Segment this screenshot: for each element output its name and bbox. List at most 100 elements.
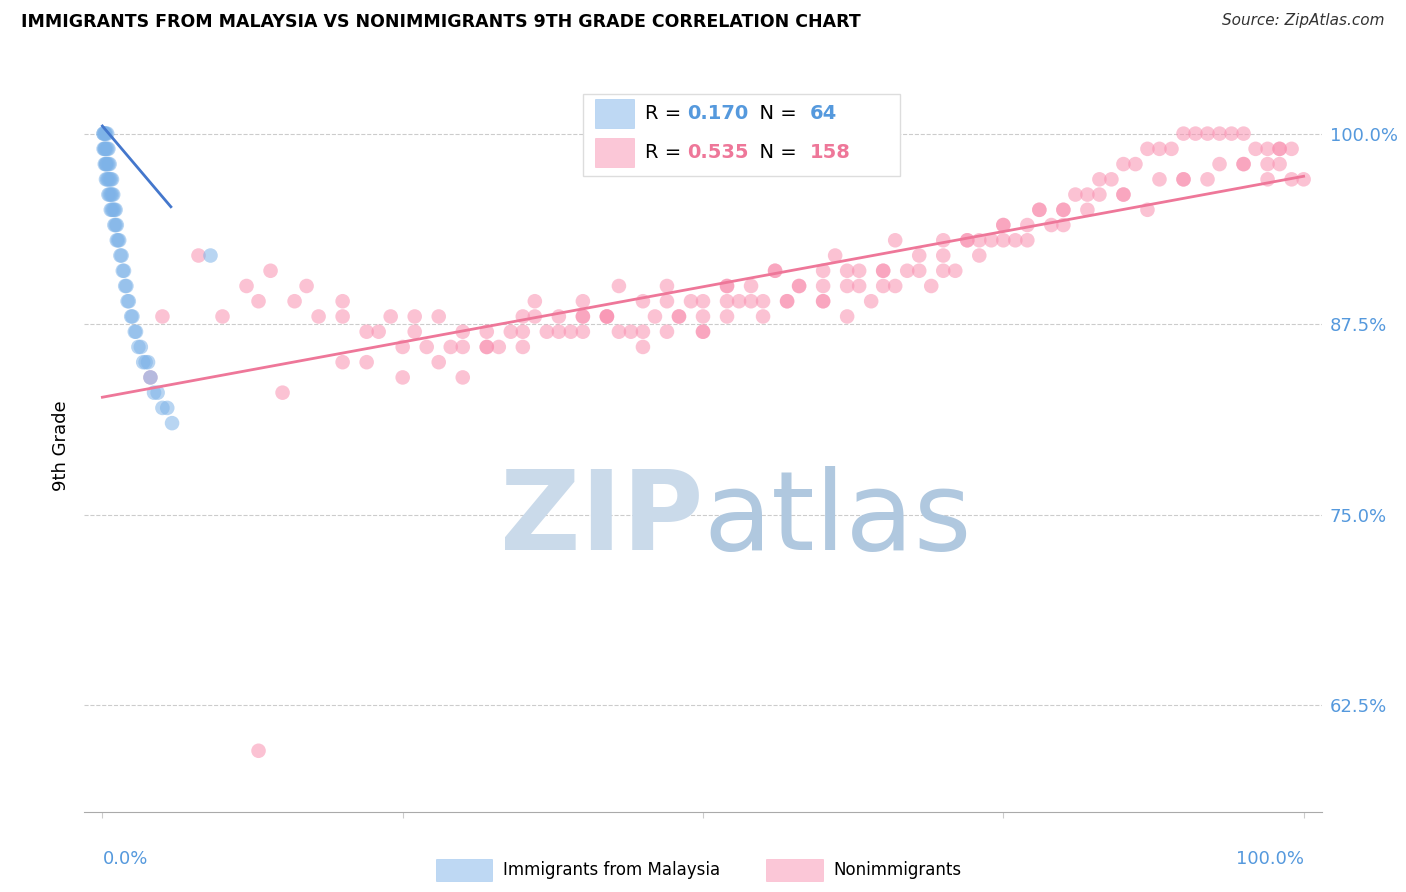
Point [332,294,354,309]
Point [96,172,118,186]
Point [572,310,595,324]
Point [101,187,124,202]
Point [211,310,233,324]
Text: N =: N = [747,143,803,162]
Point [607,279,630,293]
Point [160,416,183,430]
Point [1257,157,1279,171]
Point [104,218,127,232]
Point [129,340,152,354]
Point [596,310,619,324]
Point [1268,142,1291,156]
Point [1232,127,1254,141]
Point [139,370,162,384]
Y-axis label: 9th Grade: 9th Grade [52,401,70,491]
Point [872,264,894,278]
Point [415,340,437,354]
Point [103,202,125,217]
Point [848,279,870,293]
Point [187,248,209,262]
Point [1173,127,1195,141]
Point [1197,172,1219,186]
Point [124,325,146,339]
Point [1184,127,1206,141]
Point [1076,187,1098,202]
Point [93,127,115,141]
Point [631,340,654,354]
Point [152,310,174,324]
Point [143,385,166,400]
Point [1173,172,1195,186]
Point [752,310,775,324]
Point [692,294,714,309]
Point [1208,157,1230,171]
Point [1136,142,1159,156]
Point [295,279,318,293]
Point [884,233,907,247]
Point [752,294,775,309]
Point [94,157,117,171]
Point [763,264,786,278]
Point [94,157,117,171]
Point [247,294,270,309]
Point [1017,218,1039,232]
Point [356,355,378,369]
Point [132,355,155,369]
Point [1173,172,1195,186]
Point [96,127,118,141]
Text: Source: ZipAtlas.com: Source: ZipAtlas.com [1222,13,1385,29]
Point [1136,202,1159,217]
Text: 100.0%: 100.0% [1236,850,1303,868]
Point [120,310,142,324]
Point [1281,142,1303,156]
Text: Immigrants from Malaysia: Immigrants from Malaysia [503,861,720,879]
Point [404,310,426,324]
Point [1149,142,1171,156]
Point [1232,157,1254,171]
Point [404,325,426,339]
Point [380,310,402,324]
Point [235,279,257,293]
Text: 64: 64 [810,103,837,123]
Point [1028,202,1050,217]
Point [523,294,546,309]
Point [94,127,117,141]
Text: Nonimmigrants: Nonimmigrants [834,861,962,879]
Point [560,325,582,339]
Point [475,340,498,354]
Point [728,294,751,309]
Point [932,248,955,262]
Point [1112,157,1135,171]
Point [391,340,413,354]
Point [668,310,690,324]
Point [100,202,122,217]
Point [908,248,931,262]
Point [332,355,354,369]
Point [440,340,463,354]
Point [118,294,141,309]
Point [596,310,619,324]
Point [932,264,955,278]
Point [896,264,918,278]
Point [512,310,534,324]
Point [655,279,678,293]
Point [94,142,117,156]
Point [956,233,979,247]
Point [98,187,121,202]
Point [1125,157,1147,171]
Point [488,340,510,354]
Point [391,370,413,384]
Point [247,744,270,758]
Point [1292,172,1315,186]
Point [104,202,127,217]
Point [308,310,330,324]
Point [740,279,762,293]
Point [1257,142,1279,156]
Text: 0.170: 0.170 [688,103,749,123]
Point [1208,127,1230,141]
Point [811,294,834,309]
Point [1232,157,1254,171]
Point [94,157,117,171]
Point [860,294,883,309]
Point [1064,187,1087,202]
